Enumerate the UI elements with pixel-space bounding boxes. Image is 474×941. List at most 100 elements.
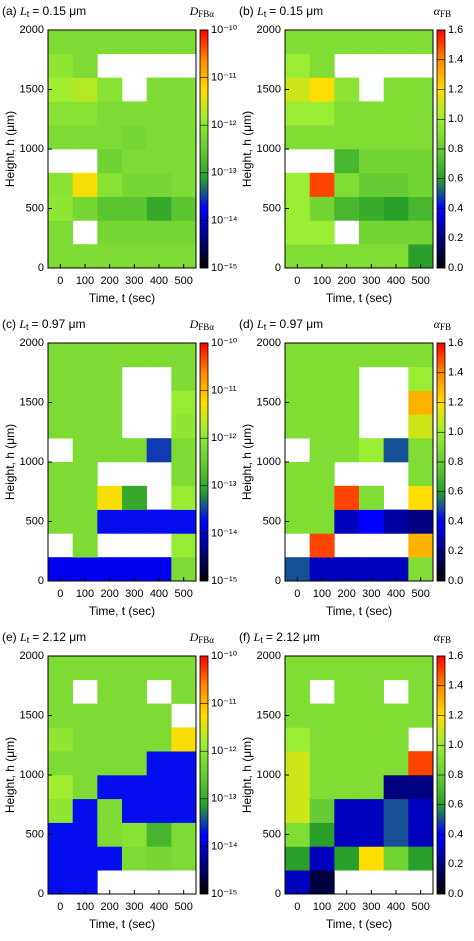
heat-cell [72, 775, 98, 800]
heat-cell [285, 703, 310, 728]
heat-cell [146, 656, 172, 681]
heat-cell [146, 822, 172, 847]
x-tick-label: 0 [294, 588, 300, 600]
heat-cell [171, 125, 197, 150]
title-subscript: t [264, 9, 267, 19]
heat-cell [72, 366, 98, 391]
heat-cell [48, 846, 73, 871]
heat-cell [408, 172, 434, 197]
heat-cell [122, 343, 147, 368]
heat-cell [309, 846, 335, 871]
x-tick-label: 500 [411, 275, 429, 287]
heat-cell [72, 343, 98, 368]
heat-cell [359, 727, 384, 752]
x-tick-label: 100 [313, 901, 331, 913]
heat-cell [97, 822, 123, 847]
heat-cell [334, 485, 360, 510]
heat-cell [334, 414, 360, 439]
x-tick-label: 400 [387, 901, 405, 913]
heat-cell [359, 751, 384, 776]
heat-cell [146, 846, 172, 871]
x-tick-label: 200 [100, 588, 118, 600]
heat-cell [122, 822, 147, 847]
colorbar-tick-label: 0.8 [448, 769, 463, 781]
heat-cell [359, 798, 384, 823]
heat-cell [72, 172, 98, 197]
heat-cell [97, 727, 123, 752]
heat-cell [48, 656, 73, 681]
heat-cell [383, 703, 409, 728]
heat-cell [408, 196, 434, 221]
panel-label: (b) [239, 4, 254, 18]
colorbar-symbol: D [189, 630, 199, 644]
heat-cell [285, 172, 310, 197]
x-tick-label: 500 [411, 901, 429, 913]
colorbar-tick-label: 1.4 [448, 54, 463, 66]
heat-cell [122, 656, 147, 681]
heat-cell [48, 485, 73, 510]
heat-cell [334, 172, 360, 197]
heat-cell [122, 703, 147, 728]
colorbar-tick-label: 0.6 [448, 173, 463, 185]
heat-cell [171, 149, 197, 174]
heat-cell [334, 822, 360, 847]
heat-cell [146, 172, 172, 197]
heat-cell [309, 53, 335, 78]
y-axis-label: Height, h (μm) [3, 737, 17, 813]
y-tick-label: 0 [275, 575, 281, 587]
x-tick-label: 0 [57, 588, 63, 600]
title-subscript: t [264, 322, 267, 332]
x-tick-label: 400 [150, 275, 168, 287]
heat-cell [146, 220, 172, 245]
heat-cell [359, 125, 384, 150]
heat-cell [334, 656, 360, 681]
colorbar-tick-label: 1.4 [448, 680, 463, 692]
heat-cell [408, 775, 434, 800]
title-subscript: t [260, 635, 263, 645]
heat-cell [334, 30, 360, 55]
heat-cell [359, 509, 384, 534]
heat-cell [334, 751, 360, 776]
heat-cell [146, 196, 172, 221]
x-axis-label: Time, t (sec) [89, 917, 155, 931]
x-axis-label: Time, t (sec) [326, 917, 392, 931]
x-axis-label: Time, t (sec) [326, 604, 392, 618]
heat-cell [408, 751, 434, 776]
heat-cell [48, 822, 73, 847]
heat-cell [122, 485, 147, 510]
heat-cell [48, 53, 73, 78]
y-tick-label: 2000 [257, 24, 281, 36]
colorbar-tick-label: 0.0 [448, 575, 463, 587]
y-tick-label: 2000 [257, 650, 281, 662]
colorbar-subscript: FBα [198, 635, 214, 645]
colorbar-subscript: FB [440, 9, 451, 19]
heat-cell [72, 846, 98, 871]
heat-cell [72, 438, 98, 463]
colorbar-tick-label: 1.2 [448, 83, 463, 95]
y-tick-label: 1500 [257, 709, 281, 721]
heat-cell [309, 414, 335, 439]
heat-cell [97, 438, 123, 463]
colorbar-tick-label: 0.2 [448, 545, 463, 557]
heat-cell [408, 485, 434, 510]
colorbar-tick-label: 0.8 [448, 143, 463, 155]
heat-cell [334, 846, 360, 871]
heat-cell [309, 343, 335, 368]
heat-cell [408, 462, 434, 487]
heat-cell [309, 798, 335, 823]
heat-cell [383, 846, 409, 871]
heat-cell [383, 822, 409, 847]
heat-cell [171, 30, 197, 55]
heat-cell [383, 149, 409, 174]
heat-cell [309, 727, 335, 752]
x-tick-label: 300 [125, 275, 143, 287]
heat-cell [72, 798, 98, 823]
heat-cell [359, 172, 384, 197]
heat-cell [72, 53, 98, 78]
heat-cell [48, 751, 73, 776]
title-text: = 0.97 μm [32, 317, 86, 331]
heat-cell [285, 775, 310, 800]
heat-cell [48, 727, 73, 752]
heat-cell [72, 196, 98, 221]
heat-cell [171, 414, 197, 439]
